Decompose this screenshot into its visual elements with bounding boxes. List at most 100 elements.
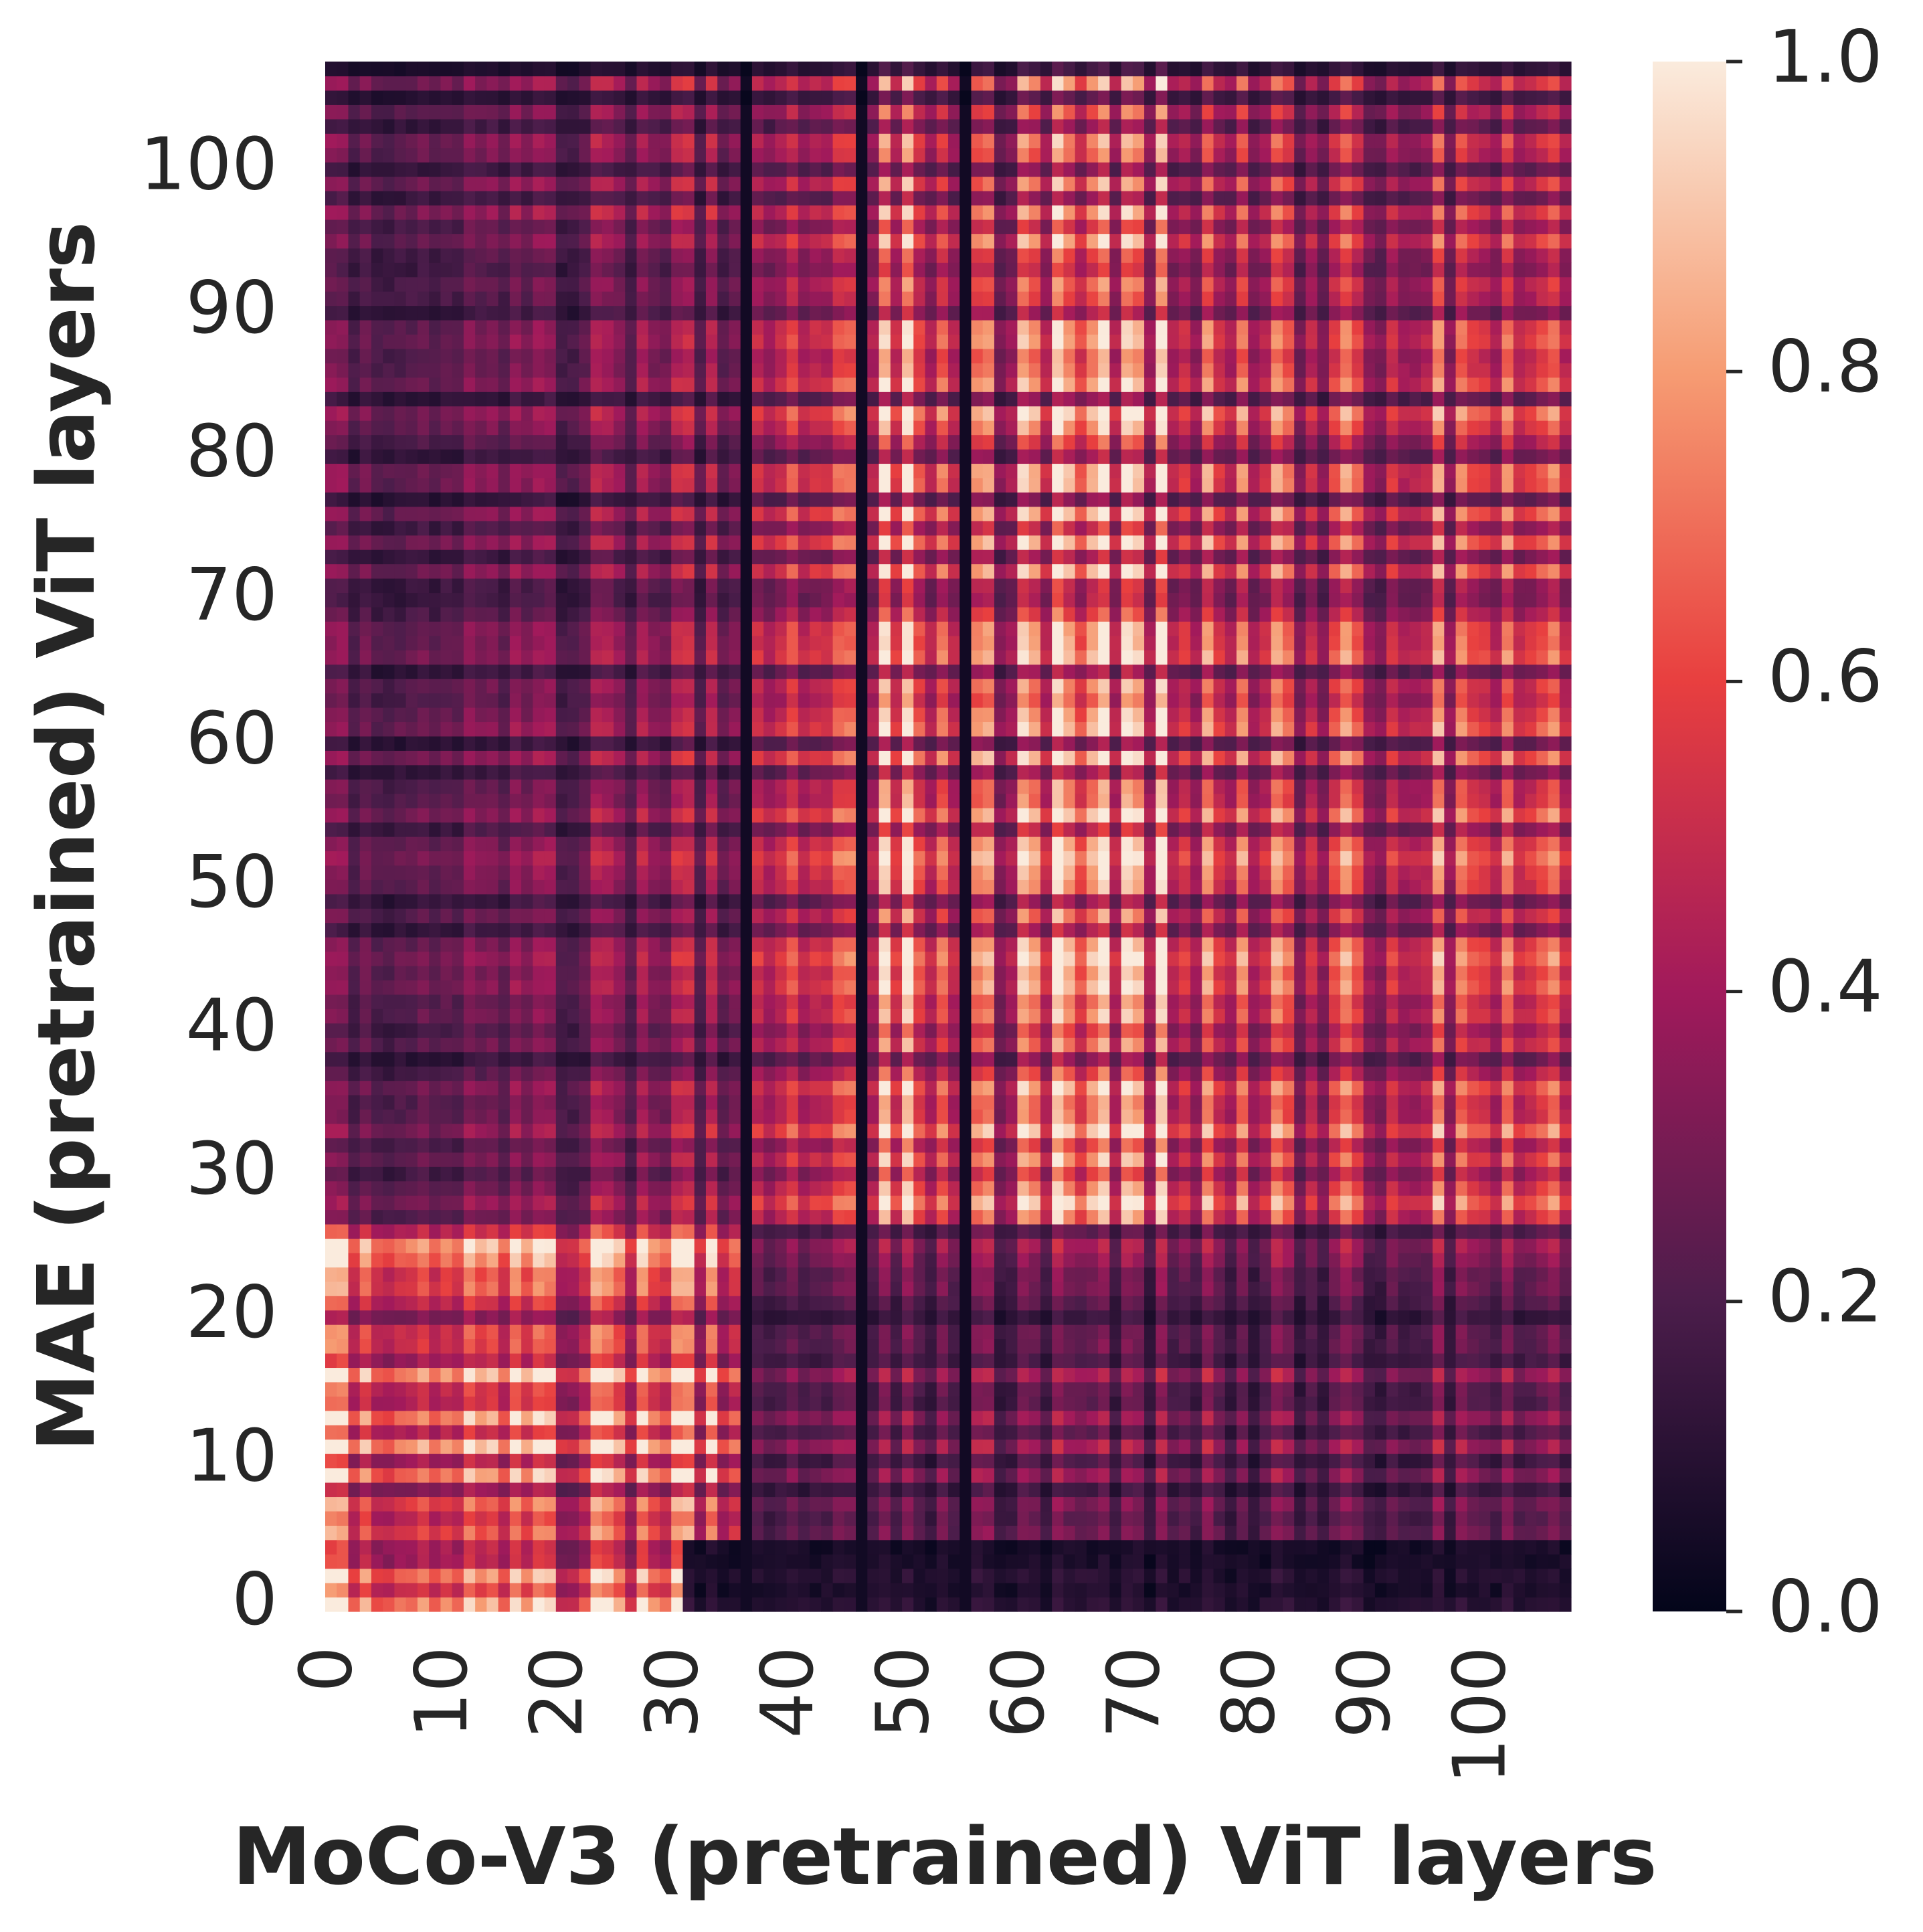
heatmap-cell xyxy=(359,1539,372,1555)
heatmap-cell xyxy=(740,420,753,436)
heatmap-cell xyxy=(844,937,856,952)
heatmap-cell xyxy=(463,320,476,335)
heatmap-cell xyxy=(509,1338,522,1354)
heatmap-cell xyxy=(602,679,614,694)
heatmap-cell xyxy=(614,1267,626,1282)
heatmap-cell xyxy=(590,650,603,665)
heatmap-cell xyxy=(614,750,626,766)
heatmap-cell xyxy=(405,262,418,278)
heatmap-cell xyxy=(786,1166,799,1182)
heatmap-cell xyxy=(832,191,845,206)
heatmap-cell xyxy=(371,1008,383,1024)
heatmap-cell xyxy=(405,707,418,723)
heatmap-cell xyxy=(440,664,453,679)
heatmap-cell xyxy=(775,434,788,450)
heatmap-cell xyxy=(486,104,499,120)
heatmap-cell xyxy=(452,90,464,105)
heatmap-cell xyxy=(533,1597,545,1612)
heatmap-cell xyxy=(682,305,695,321)
heatmap-cell xyxy=(682,980,695,995)
heatmap-cell xyxy=(614,1037,626,1053)
heatmap-cell xyxy=(694,1597,707,1612)
heatmap-cell xyxy=(544,176,557,191)
heatmap-cell xyxy=(555,1539,568,1555)
heatmap-cell xyxy=(671,793,684,808)
heatmap-cell xyxy=(832,1138,845,1153)
heatmap-cell xyxy=(486,1367,499,1383)
heatmap-cell xyxy=(521,477,533,493)
heatmap-cell xyxy=(821,535,834,550)
heatmap-cell xyxy=(486,420,499,436)
heatmap-cell xyxy=(659,1338,672,1354)
heatmap-cell xyxy=(636,1367,649,1383)
heatmap-cell xyxy=(325,377,337,392)
heatmap-cell xyxy=(786,1525,799,1541)
heatmap-cell xyxy=(544,1066,557,1081)
heatmap-cell xyxy=(348,1023,361,1038)
heatmap-cell xyxy=(555,1238,568,1253)
heatmap-cell xyxy=(579,1095,591,1110)
heatmap-cell xyxy=(359,162,372,177)
heatmap-cell xyxy=(405,721,418,737)
heatmap-cell xyxy=(337,1539,349,1555)
heatmap-cell xyxy=(763,1367,775,1383)
heatmap-cell xyxy=(763,477,775,493)
heatmap-cell xyxy=(763,994,775,1009)
heatmap-cell xyxy=(429,966,442,981)
heatmap-cell xyxy=(383,1281,395,1296)
heatmap-cell xyxy=(579,793,591,808)
heatmap-cell xyxy=(705,1080,718,1095)
heatmap-cell xyxy=(498,1353,511,1369)
heatmap-cell xyxy=(567,1454,579,1469)
heatmap-cell xyxy=(337,205,349,220)
heatmap-cell xyxy=(371,650,383,665)
heatmap-cell xyxy=(533,62,545,77)
heatmap-cell xyxy=(763,1439,775,1454)
heatmap-cell xyxy=(671,1396,684,1411)
heatmap-cell xyxy=(475,908,487,924)
heatmap-cell xyxy=(486,1281,499,1296)
heatmap-cell xyxy=(590,477,603,493)
heatmap-cell xyxy=(705,592,718,608)
heatmap-cell xyxy=(521,779,533,794)
heatmap-cell xyxy=(567,735,579,751)
heatmap-cell xyxy=(832,549,845,565)
heatmap-cell xyxy=(810,291,822,306)
heatmap-cell xyxy=(544,104,557,120)
heatmap-cell xyxy=(694,1482,707,1498)
heatmap-cell xyxy=(590,1238,603,1253)
heatmap-cell xyxy=(452,735,464,751)
heatmap-cell xyxy=(763,1410,775,1425)
heatmap-cell xyxy=(371,937,383,952)
heatmap-cell xyxy=(751,808,764,823)
heatmap-cell xyxy=(555,133,568,149)
heatmap-cell xyxy=(463,305,476,321)
heatmap-cell xyxy=(405,1152,418,1167)
heatmap-cell xyxy=(498,1037,511,1053)
heatmap-cell xyxy=(555,1023,568,1038)
heatmap-cell xyxy=(844,176,856,191)
heatmap-cell xyxy=(648,305,660,321)
heatmap-cell xyxy=(614,1338,626,1354)
heatmap-cell xyxy=(486,291,499,306)
heatmap-cell xyxy=(440,1468,453,1483)
heatmap-cell xyxy=(763,592,775,608)
heatmap-cell xyxy=(452,205,464,220)
heatmap-cell xyxy=(590,1296,603,1311)
heatmap-cell xyxy=(544,262,557,278)
heatmap-cell xyxy=(729,621,741,636)
heatmap-cell xyxy=(705,420,718,436)
heatmap-cell xyxy=(452,635,464,650)
heatmap-cell xyxy=(463,793,476,808)
heatmap-cell xyxy=(348,1324,361,1340)
heatmap-cell xyxy=(337,262,349,278)
heatmap-cell xyxy=(602,893,614,909)
heatmap-cell xyxy=(625,592,638,608)
heatmap-cell xyxy=(844,980,856,995)
heatmap-cell xyxy=(394,1310,407,1325)
heatmap-cell xyxy=(786,693,799,708)
heatmap-cell xyxy=(337,377,349,392)
heatmap-cell xyxy=(325,1396,337,1411)
heatmap-cell xyxy=(636,1252,649,1267)
heatmap-cell xyxy=(590,994,603,1009)
